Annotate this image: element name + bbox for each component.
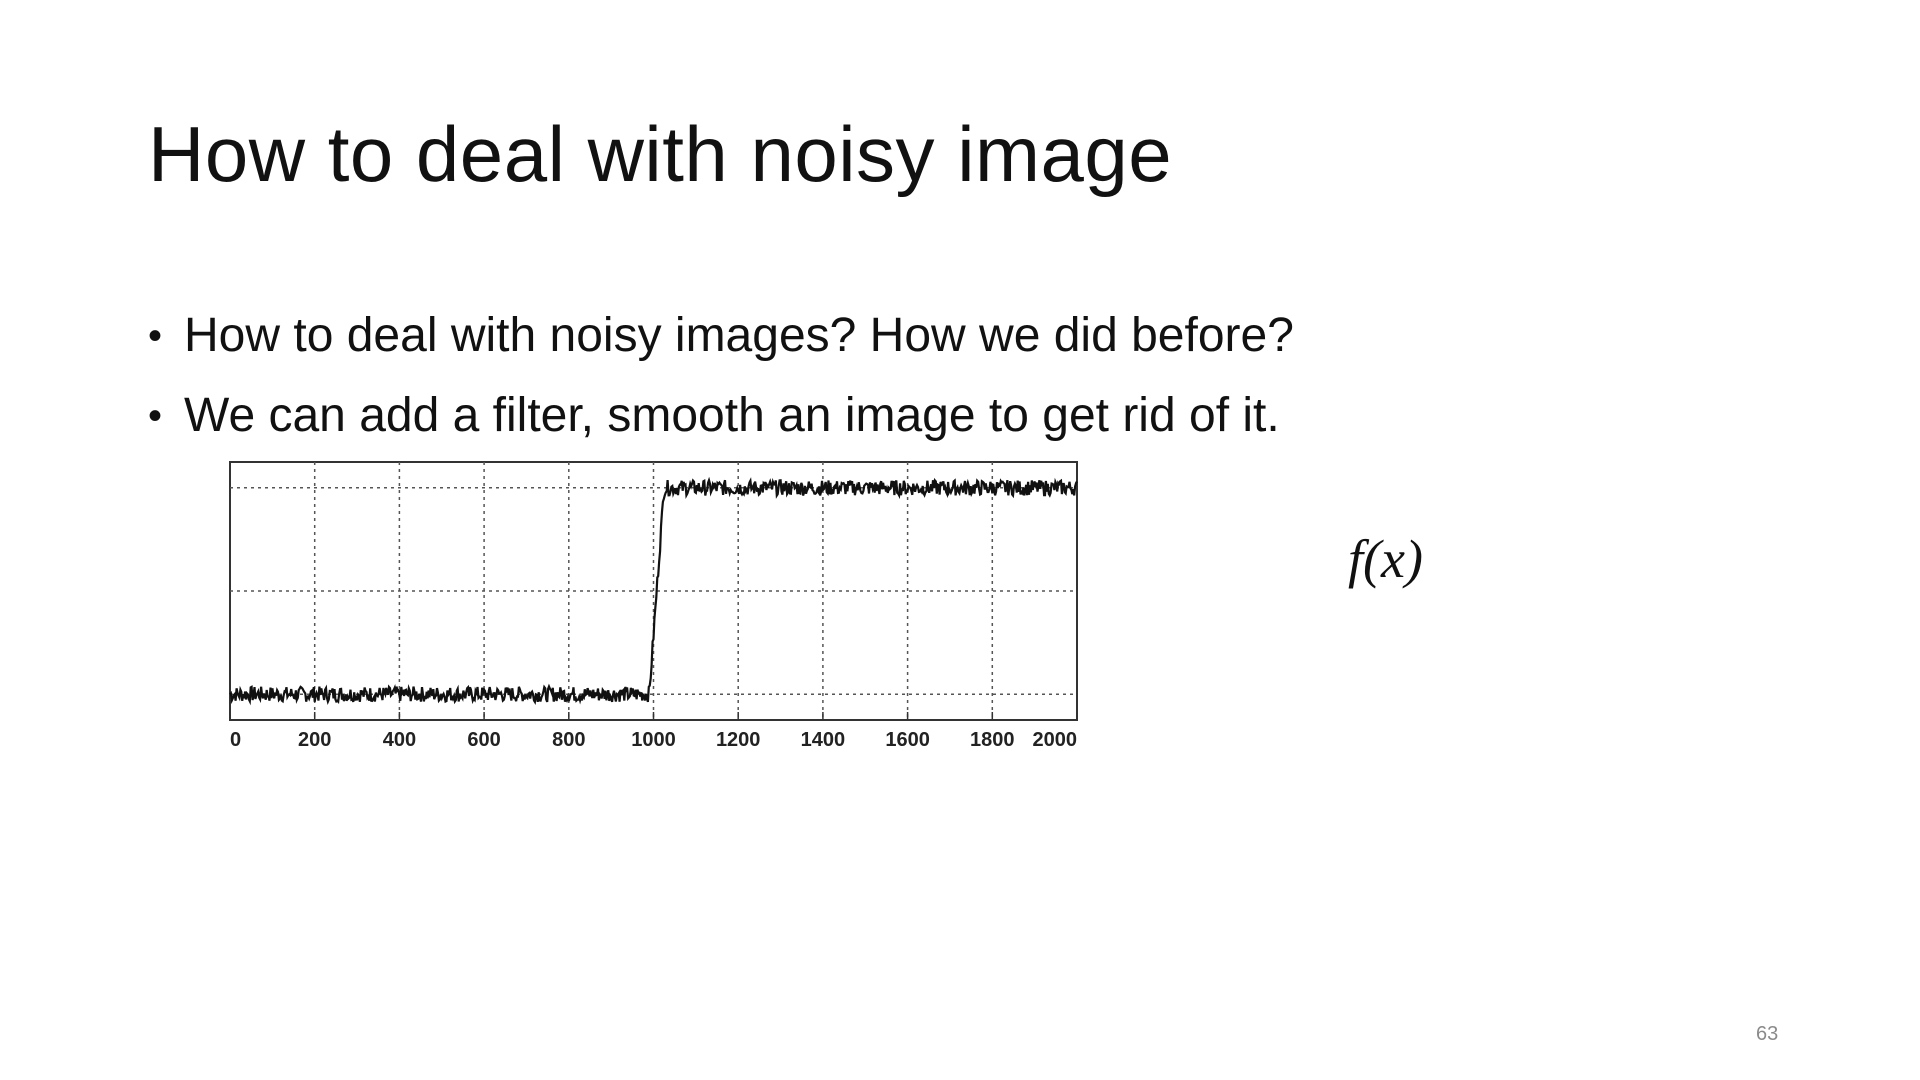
x-tick-label: 1200: [716, 729, 761, 751]
bullet-item: • How to deal with noisy images? How we …: [148, 296, 1294, 376]
x-tick-label: 600: [467, 729, 500, 751]
x-tick-label: 1800: [970, 729, 1015, 751]
x-tick-label: 1600: [885, 729, 930, 751]
bullet-dot-icon: •: [148, 394, 163, 438]
chart-svg: 0 200 400 600 800 1000 1200 1400 1600 1800 2000: [229, 461, 1078, 751]
x-tick-label: 1400: [801, 729, 846, 751]
bullet-text: We can add a filter, smooth an image to …: [184, 389, 1280, 442]
page-number: 63: [1756, 1023, 1779, 1045]
noisy-step-chart: 0 200 400 600 800 1000 1200 1400 1600 1800 2000: [220, 442, 1104, 752]
x-tick-label: 0: [230, 729, 241, 751]
bullet-item: • We can add a filter, smooth an image t…: [148, 376, 1294, 456]
bullet-list: • How to deal with noisy images? How we …: [148, 296, 1294, 456]
bullet-dot-icon: •: [148, 314, 163, 358]
bullet-text: How to deal with noisy images? How we di…: [184, 309, 1294, 362]
x-tick-label: 1000: [631, 729, 676, 751]
x-tick-label: 2000: [1033, 729, 1078, 751]
series-line: [229, 476, 1078, 706]
slide-title: How to deal with noisy image: [148, 110, 1173, 198]
x-tick-label: 200: [298, 729, 331, 751]
x-tick-label: 400: [383, 729, 416, 751]
function-label: f(x): [1348, 529, 1423, 589]
x-tick-label: 800: [552, 729, 585, 751]
